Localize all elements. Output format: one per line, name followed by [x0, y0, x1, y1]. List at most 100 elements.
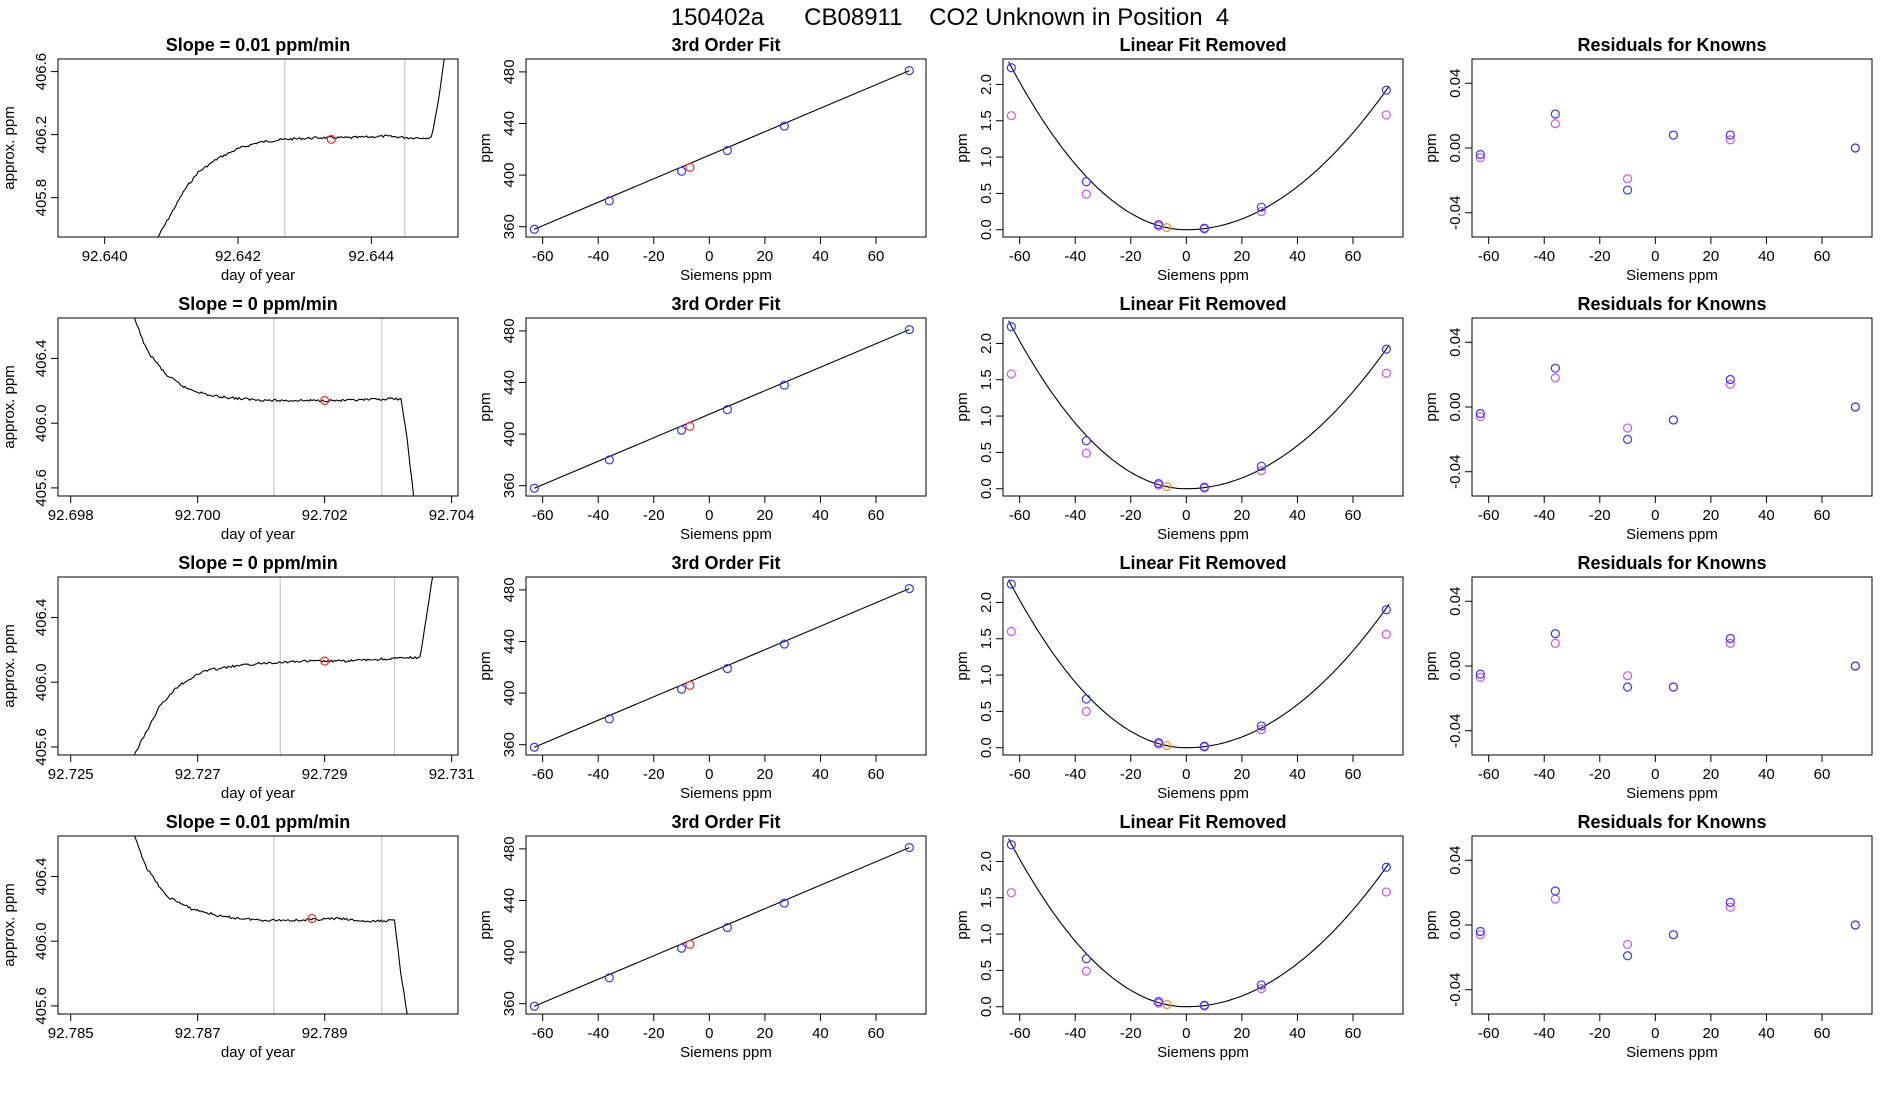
panel-r2c3-frame — [1471, 576, 1873, 756]
panel-r1c1-frame — [525, 317, 927, 497]
panel-r2c2-ytick-label: 1.0 — [978, 665, 995, 686]
panel-r3c2-ytick-label: 0.5 — [978, 960, 995, 981]
panel-r0c0-ytick-label: 406.6 — [33, 53, 50, 91]
panel-r3c1-ytick-label: 360 — [501, 991, 518, 1016]
panel-r2c1-known-point — [722, 663, 732, 674]
panel-r0c1-known-point — [779, 121, 789, 131]
panel-r3c2-xtick-label: 60 — [1345, 1025, 1362, 1042]
panel-r3c1-xtick-label: 0 — [705, 1025, 713, 1042]
panel-r0c2-xtick-label: 20 — [1234, 248, 1251, 265]
panel-r2c1-frame — [525, 576, 927, 756]
panel-r2c0-ytick-label: 406.0 — [33, 663, 50, 701]
panel-r3c3-alt-point — [1622, 939, 1633, 950]
panel-r1c2-title: Linear Fit Removed — [1119, 294, 1286, 314]
panel-r3c3-xtick-label: -20 — [1589, 1025, 1611, 1042]
panel-r2c3-known-point — [1850, 661, 1860, 671]
panel-r1c2-known-point — [1153, 479, 1164, 489]
panel-r0c3-title: Residuals for Knowns — [1577, 35, 1766, 55]
panel-r2c1-ytick-label: 480 — [501, 577, 518, 602]
panel-r3c3-xtick-label: -40 — [1533, 1025, 1555, 1042]
panel-r3c2-fit-curve — [1008, 838, 1390, 1008]
panel-r3c0-ytick-label: 405.6 — [33, 987, 50, 1025]
panel-r3c0-xtick-label: 92.789 — [302, 1025, 348, 1042]
panel-r1c2-alt-point — [1006, 369, 1016, 379]
panel-r1c1-title: 3rd Order Fit — [671, 294, 780, 314]
panel-r3c2-xtick-label: 20 — [1234, 1025, 1251, 1042]
panel-r1c0-trace — [134, 318, 415, 496]
panel-r1c1-ytick-label: 400 — [501, 422, 518, 447]
panel-r0c1-fit-line — [534, 70, 910, 230]
panel-r3c0-trace — [134, 836, 408, 1014]
panel-r1c2-xtick-label: 40 — [1289, 507, 1306, 524]
panel-r1c1-xtick-label: 40 — [812, 507, 829, 524]
panel-r1c3-alt-point — [1725, 379, 1735, 389]
panel-r0c0-xlabel: day of year — [221, 267, 295, 284]
panel-r2c1-known-point — [604, 714, 614, 724]
panel-r1c1-known-point — [529, 483, 539, 493]
panel-r3c0-ytick-label: 406.4 — [33, 858, 50, 896]
panel-r3c3-known-point — [1622, 951, 1633, 961]
panel-r3c2-ytick-label: 2.0 — [978, 851, 995, 872]
panel-r2c2-frame — [1002, 576, 1404, 756]
panel-r1c2-known-point — [1381, 344, 1391, 354]
panel-r2c2-ylabel: ppm — [954, 651, 971, 680]
panel-r0c1-xtick-label: 0 — [705, 248, 713, 265]
panel-r1c2-frame — [1002, 317, 1404, 497]
panel-r2c1-xtick-label: -20 — [643, 766, 665, 783]
panel-r1c3-known-point — [1725, 374, 1735, 385]
panel-r2c1-xtick-label: 60 — [868, 766, 885, 783]
panel-r0c0-marker-point — [326, 134, 336, 144]
panel-r2c2-xtick-label: 20 — [1234, 766, 1251, 783]
panel-r0c2-xtick-label: -40 — [1064, 248, 1086, 265]
panel-r0c3-xtick-label: -20 — [1589, 248, 1611, 265]
panel-r1c3-known-point — [1850, 402, 1860, 412]
panel-r3c1-xtick-label: -40 — [587, 1025, 609, 1042]
panel-r3c1-xtick-label: 20 — [757, 1025, 774, 1042]
panel-r0c1-ytick-label: 360 — [501, 214, 518, 239]
panel-r3c2-known-point — [1081, 954, 1091, 964]
panel-r0c2-ytick-label: 1.5 — [978, 110, 995, 131]
panel-r0c2-alt-point — [1081, 189, 1091, 199]
panel-r1c2-ytick-label: 1.0 — [978, 406, 995, 427]
panel-r3c2-xtick-label: 40 — [1289, 1025, 1306, 1042]
panel-r2c2-alt-point — [1256, 724, 1266, 735]
panel-r1c1-ytick-label: 360 — [501, 473, 518, 498]
panel-r3c3-alt-point — [1475, 930, 1485, 940]
panel-r3c3-alt-point — [1725, 902, 1735, 912]
panel-r3c1-known-point — [529, 1001, 539, 1011]
panel-r0c2-known-point — [1381, 85, 1391, 95]
panel-r3c2-ylabel: ppm — [954, 910, 971, 939]
panel-r2c3-alt-point — [1622, 671, 1633, 681]
panel-r0c3-xtick-label: -40 — [1533, 248, 1555, 265]
panel-r0c1-known-point — [722, 145, 732, 156]
panel-r2c3-xtick-label: 0 — [1651, 766, 1659, 783]
panel-r3c2-alt-point — [1081, 966, 1091, 976]
panel-r3c1-known-point — [722, 922, 732, 933]
panel-r1c3-ytick-label: 0.04 — [1447, 328, 1464, 357]
panel-r3c3-ylabel: ppm — [1423, 910, 1440, 939]
panel-r3c2-ytick-label: 1.0 — [978, 924, 995, 945]
panel-r0c2-known-point — [1153, 220, 1164, 230]
panel-r2c1-fit-line — [534, 588, 910, 748]
panel-r0c3-ytick-label: 0.00 — [1447, 133, 1464, 162]
panel-r0c1-unknown-point — [685, 162, 695, 172]
panel-r2c3-ytick-label: 0.00 — [1447, 651, 1464, 680]
panel-r3c2-known-point — [1199, 1000, 1209, 1010]
panel-r3c1-xtick-label: -20 — [643, 1025, 665, 1042]
panel-r2c0-xtick-label: 92.725 — [48, 766, 94, 783]
panel-r0c3-ylabel: ppm — [1423, 133, 1440, 162]
panel-r3c3-ytick-label: -0.04 — [1447, 973, 1464, 1007]
panel-r0c2-ytick-label: 0.5 — [978, 183, 995, 204]
panel-r0c1-xlabel: Siemens ppm — [680, 267, 772, 284]
panel-r1c0-title: Slope = 0 ppm/min — [178, 294, 338, 314]
panel-r1c2-unknown-point — [1162, 481, 1172, 492]
panel-r3c3-xtick-label: 60 — [1814, 1025, 1831, 1042]
panel-r3c0-title: Slope = 0.01 ppm/min — [166, 812, 351, 832]
panel-r1c3-xtick-label: 20 — [1703, 507, 1720, 524]
panel-r0c1-ylabel: ppm — [477, 133, 494, 162]
panel-r3c1-ylabel: ppm — [477, 910, 494, 939]
panel-r1c2-alt-point — [1081, 448, 1091, 458]
panel-r1c0-ylabel: approx. ppm — [1, 365, 18, 448]
panel-r2c3-known-point — [1550, 629, 1560, 639]
panel-r0c1-frame — [525, 58, 927, 238]
